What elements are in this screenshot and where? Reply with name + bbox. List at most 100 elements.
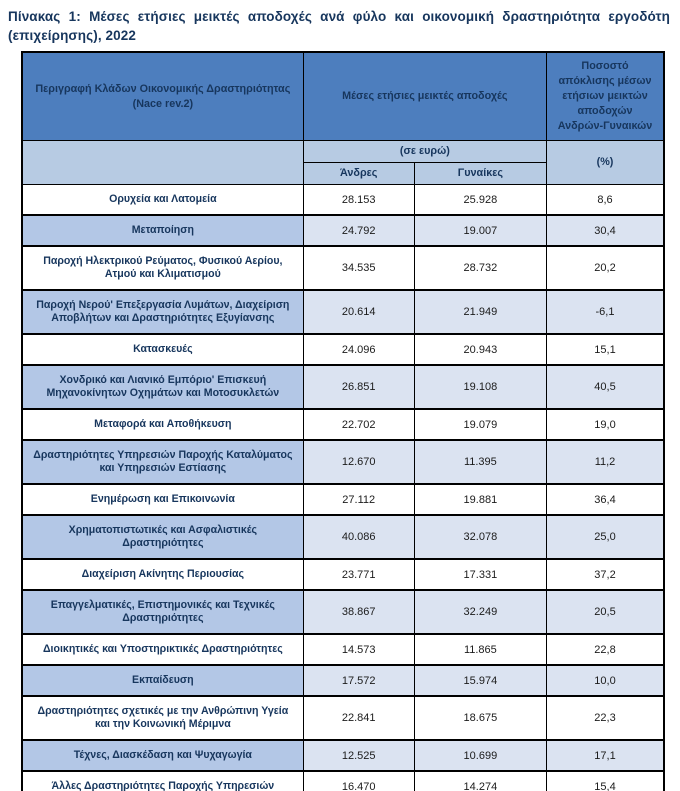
activity-cell: Παροχή Ηλεκτρικού Ρεύματος, Φυσικού Αερί… <box>21 245 304 291</box>
activity-cell: Δραστηριότητες σχετικές με την Ανθρώπινη… <box>21 695 304 741</box>
table-row: Δραστηριότητες σχετικές με την Ανθρώπινη… <box>21 695 665 741</box>
header-men-cell: Άνδρες <box>302 162 415 185</box>
gap-value-cell: 20,2 <box>546 245 665 291</box>
header-gap-cell: Ποσοστό απόκλισης μέσων ετήσιων μεικτών … <box>546 51 665 141</box>
activity-cell: Επαγγελματικές, Επιστημονικές και Τεχνικ… <box>21 589 304 635</box>
table-row: Μεταφορά και Αποθήκευση 22.702 19.079 19… <box>21 408 665 441</box>
table-row: Παροχή Νερού' Επεξεργασία Λυμάτων, Διαχε… <box>21 289 665 335</box>
men-value-cell: 27.112 <box>302 483 415 516</box>
activity-cell: Άλλες Δραστηριότητες Παροχής Υπηρεσιών <box>21 770 304 791</box>
table-row: Παροχή Ηλεκτρικού Ρεύματος, Φυσικού Αερί… <box>21 245 665 291</box>
women-value-cell: 32.249 <box>413 589 548 635</box>
header-activity-cell: Περιγραφή Κλάδων Οικονομικής Δραστηριότη… <box>21 51 304 141</box>
table-title: Πίνακας 1: Μέσες ετήσιες μεικτές αποδοχέ… <box>8 9 670 43</box>
header-percent-unit-cell: (%) <box>546 140 665 185</box>
table-row: Ορυχεία και Λατομεία 28.153 25.928 8,6 <box>21 184 665 216</box>
men-value-cell: 26.851 <box>302 364 415 410</box>
gap-value-cell: 40,5 <box>546 364 665 410</box>
table-row: Εκπαίδευση 17.572 15.974 10,0 <box>21 664 665 697</box>
gap-value-cell: 20,5 <box>546 589 665 635</box>
activity-cell: Εκπαίδευση <box>21 664 304 697</box>
men-value-cell: 34.535 <box>302 245 415 291</box>
men-value-cell: 40.086 <box>302 514 415 560</box>
men-value-cell: 20.614 <box>302 289 415 335</box>
table-row: Ενημέρωση και Επικοινωνία 27.112 19.881 … <box>21 483 665 516</box>
gap-value-cell: 36,4 <box>546 483 665 516</box>
header-row-sex: Άνδρες Γυναίκες <box>22 162 664 185</box>
women-value-cell: 25.928 <box>413 184 548 216</box>
men-value-cell: 22.841 <box>302 695 415 741</box>
header-row-main: Περιγραφή Κλάδων Οικονομικής Δραστηριότη… <box>21 51 665 141</box>
women-value-cell: 20.943 <box>413 333 548 366</box>
men-value-cell: 22.702 <box>302 408 415 441</box>
activity-cell: Παροχή Νερού' Επεξεργασία Λυμάτων, Διαχε… <box>21 289 304 335</box>
men-value-cell: 12.525 <box>302 739 415 772</box>
women-value-cell: 15.974 <box>413 664 548 697</box>
activity-cell: Διοικητικές και Υποστηρικτικές Δραστηριό… <box>21 633 304 666</box>
gap-value-cell: 8,6 <box>546 184 665 216</box>
women-value-cell: 19.108 <box>413 364 548 410</box>
table-row: Επαγγελματικές, Επιστημονικές και Τεχνικ… <box>21 589 665 635</box>
activity-cell: Τέχνες, Διασκέδαση και Ψυχαγωγία <box>21 739 304 772</box>
gap-value-cell: 37,2 <box>546 558 665 591</box>
activity-cell: Μεταποίηση <box>21 214 304 247</box>
header-earnings-cell: Μέσες ετήσιες μεικτές αποδοχές <box>302 51 548 141</box>
activity-cell: Διαχείριση Ακίνητης Περιουσίας <box>21 558 304 591</box>
table-row: Χονδρικό και Λιανικό Εμπόριο' Επισκευή Μ… <box>21 364 665 410</box>
activity-cell: Δραστηριότητες Υπηρεσιών Παροχής Καταλύμ… <box>21 439 304 485</box>
women-value-cell: 17.331 <box>413 558 548 591</box>
activity-cell: Ορυχεία και Λατομεία <box>21 184 304 216</box>
men-value-cell: 38.867 <box>302 589 415 635</box>
men-value-cell: 24.792 <box>302 214 415 247</box>
gap-value-cell: 15,1 <box>546 333 665 366</box>
women-value-cell: 18.675 <box>413 695 548 741</box>
header-spacer-cell <box>21 140 304 185</box>
activity-cell: Χονδρικό και Λιανικό Εμπόριο' Επισκευή Μ… <box>21 364 304 410</box>
earnings-table: Περιγραφή Κλάδων Οικονομικής Δραστηριότη… <box>21 51 665 791</box>
men-value-cell: 12.670 <box>302 439 415 485</box>
header-women-cell: Γυναίκες <box>413 162 548 185</box>
table-row: Τέχνες, Διασκέδαση και Ψυχαγωγία 12.525 … <box>21 739 665 772</box>
gap-value-cell: 19,0 <box>546 408 665 441</box>
men-value-cell: 17.572 <box>302 664 415 697</box>
header-euro-unit-cell: (σε ευρώ) <box>302 140 548 163</box>
gap-value-cell: 15,4 <box>546 770 665 791</box>
women-value-cell: 21.949 <box>413 289 548 335</box>
gap-value-cell: 25,0 <box>546 514 665 560</box>
activity-cell: Κατασκευές <box>21 333 304 366</box>
activity-cell: Χρηματοπιστωτικές και Ασφαλιστικές Δραστ… <box>21 514 304 560</box>
men-value-cell: 24.096 <box>302 333 415 366</box>
table-header: Περιγραφή Κλάδων Οικονομικής Δραστηριότη… <box>21 51 665 185</box>
men-value-cell: 16.470 <box>302 770 415 791</box>
women-value-cell: 32.078 <box>413 514 548 560</box>
women-value-cell: 10.699 <box>413 739 548 772</box>
men-value-cell: 14.573 <box>302 633 415 666</box>
gap-value-cell: 11,2 <box>546 439 665 485</box>
gap-value-cell: 30,4 <box>546 214 665 247</box>
men-value-cell: 23.771 <box>302 558 415 591</box>
table-row: Δραστηριότητες Υπηρεσιών Παροχής Καταλύμ… <box>21 439 665 485</box>
table-body: Ορυχεία και Λατομεία 28.153 25.928 8,6 Μ… <box>21 184 665 791</box>
women-value-cell: 28.732 <box>413 245 548 291</box>
women-value-cell: 19.079 <box>413 408 548 441</box>
women-value-cell: 14.274 <box>413 770 548 791</box>
gap-value-cell: -6,1 <box>546 289 665 335</box>
women-value-cell: 11.395 <box>413 439 548 485</box>
header-row-units: (σε ευρώ) (%) <box>21 140 665 185</box>
table-row: Κατασκευές 24.096 20.943 15,1 <box>21 333 665 366</box>
gap-value-cell: 22,3 <box>546 695 665 741</box>
table-row: Διοικητικές και Υποστηρικτικές Δραστηριό… <box>21 633 665 666</box>
gap-value-cell: 22,8 <box>546 633 665 666</box>
men-value-cell: 28.153 <box>302 184 415 216</box>
women-value-cell: 19.881 <box>413 483 548 516</box>
table-row: Διαχείριση Ακίνητης Περιουσίας 23.771 17… <box>21 558 665 591</box>
women-value-cell: 11.865 <box>413 633 548 666</box>
table-row: Μεταποίηση 24.792 19.007 30,4 <box>21 214 665 247</box>
table-row: Χρηματοπιστωτικές και Ασφαλιστικές Δραστ… <box>21 514 665 560</box>
activity-cell: Μεταφορά και Αποθήκευση <box>21 408 304 441</box>
gap-value-cell: 10,0 <box>546 664 665 697</box>
table-row: Άλλες Δραστηριότητες Παροχής Υπηρεσιών 1… <box>21 770 665 791</box>
activity-cell: Ενημέρωση και Επικοινωνία <box>21 483 304 516</box>
women-value-cell: 19.007 <box>413 214 548 247</box>
